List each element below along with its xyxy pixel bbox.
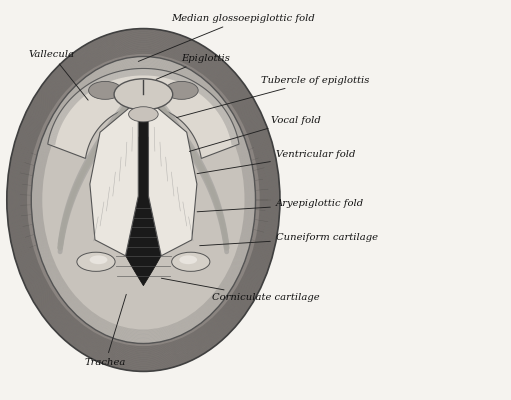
Polygon shape	[149, 100, 197, 256]
Text: Median glossoepiglottic fold: Median glossoepiglottic fold	[138, 14, 315, 62]
Ellipse shape	[179, 256, 197, 264]
Text: Epiglottis: Epiglottis	[156, 54, 230, 79]
Text: Aryepiglottic fold: Aryepiglottic fold	[197, 200, 364, 212]
Ellipse shape	[88, 82, 122, 99]
Ellipse shape	[172, 252, 210, 271]
Text: Ventricular fold: Ventricular fold	[197, 150, 355, 174]
Polygon shape	[48, 68, 239, 158]
Polygon shape	[90, 100, 138, 256]
Text: Vocal fold: Vocal fold	[190, 116, 320, 151]
Ellipse shape	[31, 56, 256, 344]
Ellipse shape	[129, 107, 158, 122]
Ellipse shape	[77, 252, 115, 271]
Text: Cuneiform cartilage: Cuneiform cartilage	[200, 233, 378, 246]
Text: Tubercle of epiglottis: Tubercle of epiglottis	[177, 76, 369, 118]
Text: Vallecula: Vallecula	[29, 50, 88, 100]
Text: Trachea: Trachea	[85, 294, 126, 367]
Ellipse shape	[89, 256, 107, 264]
Polygon shape	[107, 98, 180, 286]
Text: Corniculate cartilage: Corniculate cartilage	[161, 278, 320, 302]
Ellipse shape	[165, 82, 198, 99]
Ellipse shape	[7, 28, 280, 372]
Ellipse shape	[114, 79, 173, 110]
